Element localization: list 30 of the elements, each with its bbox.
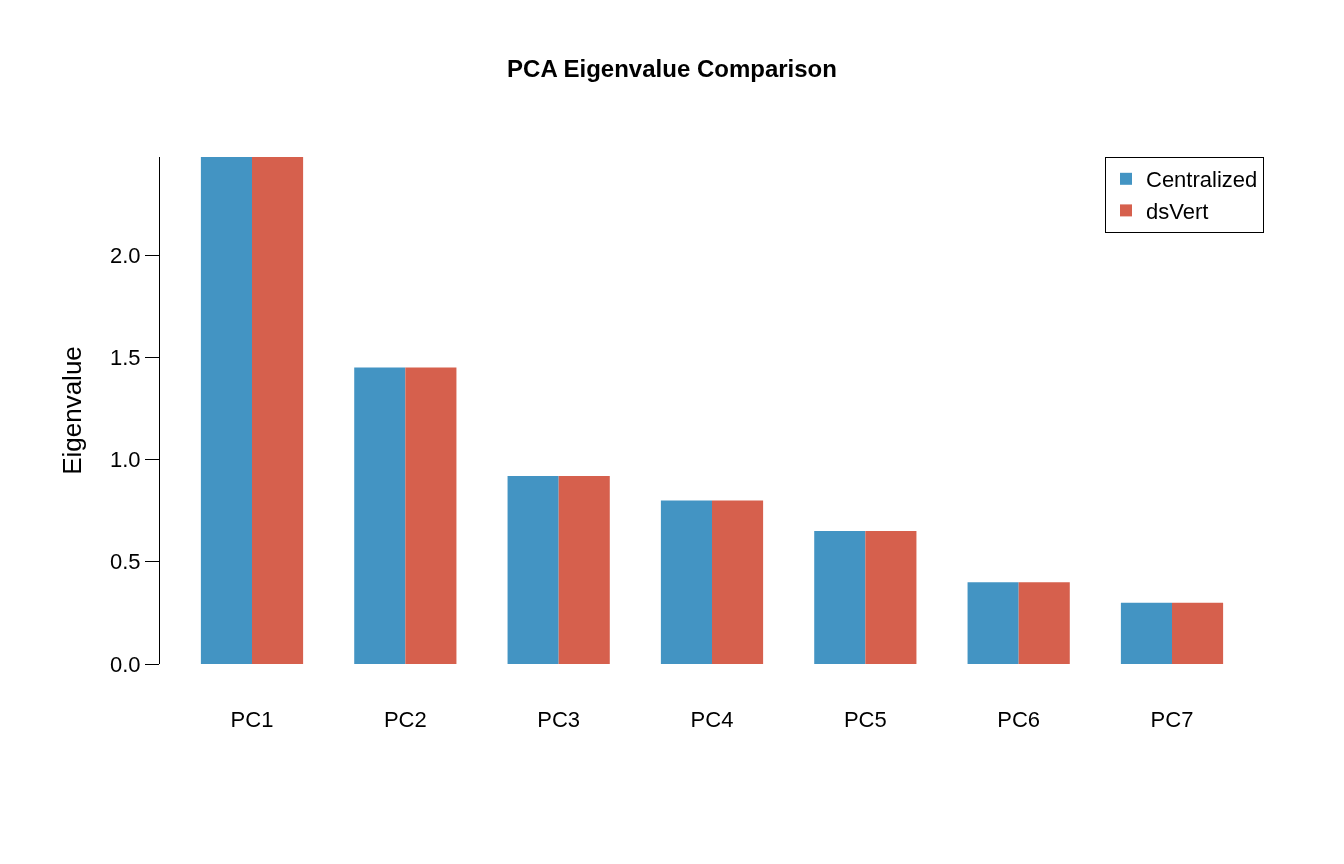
- bar: [660, 500, 712, 664]
- bar: [1018, 582, 1070, 664]
- bar: [712, 500, 764, 664]
- bar: [967, 582, 1019, 664]
- x-tick-label: PC7: [1150, 707, 1194, 732]
- bar: [507, 475, 559, 664]
- y-tick-label: 2.0: [110, 242, 141, 268]
- y-tick-label: 1.0: [110, 447, 141, 473]
- bar: [405, 367, 457, 664]
- bar: [865, 531, 917, 664]
- legend-label: dsVert: [1146, 198, 1209, 224]
- x-tick-label: PC1: [230, 707, 274, 732]
- legend-label: Centralized: [1146, 167, 1258, 193]
- x-tick-label: PC3: [537, 707, 581, 732]
- bar: [200, 157, 252, 664]
- bar: [252, 157, 304, 664]
- y-tick-label: 0.5: [110, 549, 141, 575]
- chart-title: PCA Eigenvalue Comparison: [507, 55, 837, 83]
- x-tick-label: PC4: [690, 707, 734, 732]
- x-tick-label: PC6: [997, 707, 1041, 732]
- bar: [814, 531, 866, 664]
- y-tick-label: 1.5: [110, 345, 141, 371]
- y-axis-title: Eigenvalue: [57, 346, 88, 475]
- y-tick-label: 0.0: [110, 651, 141, 677]
- bar: [1120, 602, 1172, 664]
- x-tick-label: PC5: [843, 707, 887, 732]
- bar: [354, 367, 406, 664]
- bar: [558, 475, 610, 664]
- x-tick-label: PC2: [383, 707, 427, 732]
- bar: [1172, 602, 1224, 664]
